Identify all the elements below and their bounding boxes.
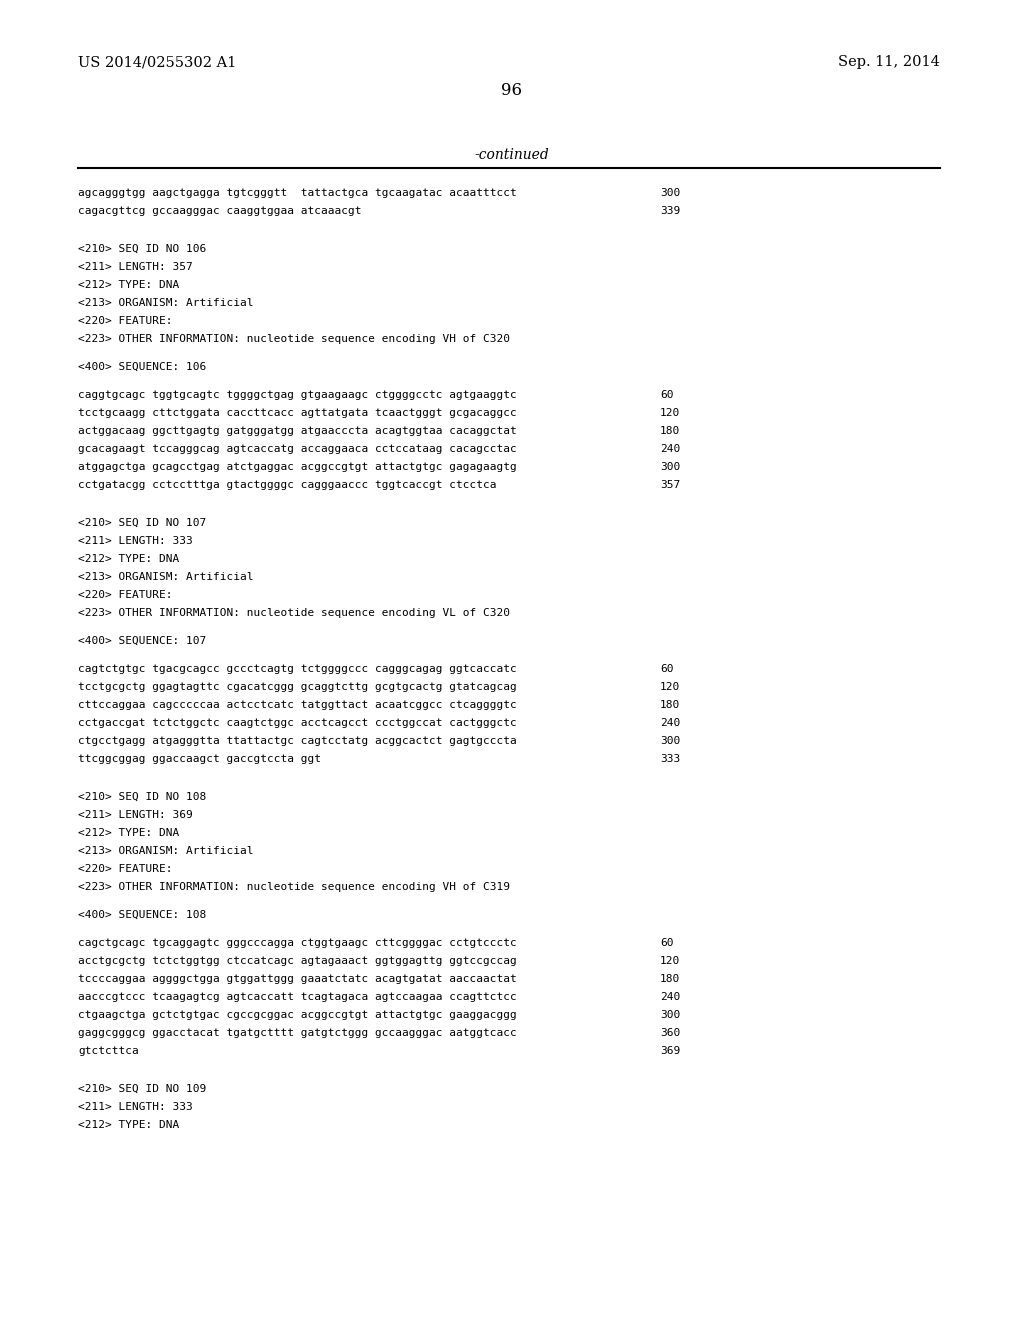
Text: 360: 360 <box>660 1028 680 1038</box>
Text: US 2014/0255302 A1: US 2014/0255302 A1 <box>78 55 237 69</box>
Text: cagacgttcg gccaagggac caaggtggaa atcaaacgt: cagacgttcg gccaagggac caaggtggaa atcaaac… <box>78 206 361 216</box>
Text: tcctgcaagg cttctggata caccttcacc agttatgata tcaactgggt gcgacaggcc: tcctgcaagg cttctggata caccttcacc agttatg… <box>78 408 517 418</box>
Text: <213> ORGANISM: Artificial: <213> ORGANISM: Artificial <box>78 846 254 855</box>
Text: tccccaggaa aggggctgga gtggattggg gaaatctatc acagtgatat aaccaactat: tccccaggaa aggggctgga gtggattggg gaaatct… <box>78 974 517 983</box>
Text: <220> FEATURE:: <220> FEATURE: <box>78 315 172 326</box>
Text: <210> SEQ ID NO 107: <210> SEQ ID NO 107 <box>78 517 206 528</box>
Text: cctgatacgg cctcctttga gtactggggc cagggaaccc tggtcaccgt ctcctca: cctgatacgg cctcctttga gtactggggc cagggaa… <box>78 480 497 490</box>
Text: 333: 333 <box>660 754 680 764</box>
Text: 300: 300 <box>660 187 680 198</box>
Text: <223> OTHER INFORMATION: nucleotide sequence encoding VH of C319: <223> OTHER INFORMATION: nucleotide sequ… <box>78 882 510 892</box>
Text: cagctgcagc tgcaggagtc gggcccagga ctggtgaagc cttcggggac cctgtccctc: cagctgcagc tgcaggagtc gggcccagga ctggtga… <box>78 939 517 948</box>
Text: 180: 180 <box>660 700 680 710</box>
Text: ctgaagctga gctctgtgac cgccgcggac acggccgtgt attactgtgc gaaggacggg: ctgaagctga gctctgtgac cgccgcggac acggccg… <box>78 1010 517 1020</box>
Text: <212> TYPE: DNA: <212> TYPE: DNA <box>78 828 179 838</box>
Text: 60: 60 <box>660 389 674 400</box>
Text: <210> SEQ ID NO 109: <210> SEQ ID NO 109 <box>78 1084 206 1094</box>
Text: 60: 60 <box>660 664 674 675</box>
Text: caggtgcagc tggtgcagtc tggggctgag gtgaagaagc ctggggcctc agtgaaggtc: caggtgcagc tggtgcagtc tggggctgag gtgaaga… <box>78 389 517 400</box>
Text: 240: 240 <box>660 444 680 454</box>
Text: <212> TYPE: DNA: <212> TYPE: DNA <box>78 1119 179 1130</box>
Text: <210> SEQ ID NO 108: <210> SEQ ID NO 108 <box>78 792 206 803</box>
Text: acctgcgctg tctctggtgg ctccatcagc agtagaaact ggtggagttg ggtccgccag: acctgcgctg tctctggtgg ctccatcagc agtagaa… <box>78 956 517 966</box>
Text: <223> OTHER INFORMATION: nucleotide sequence encoding VL of C320: <223> OTHER INFORMATION: nucleotide sequ… <box>78 609 510 618</box>
Text: <212> TYPE: DNA: <212> TYPE: DNA <box>78 280 179 290</box>
Text: 339: 339 <box>660 206 680 216</box>
Text: 120: 120 <box>660 408 680 418</box>
Text: <211> LENGTH: 357: <211> LENGTH: 357 <box>78 261 193 272</box>
Text: tcctgcgctg ggagtagttc cgacatcggg gcaggtcttg gcgtgcactg gtatcagcag: tcctgcgctg ggagtagttc cgacatcggg gcaggtc… <box>78 682 517 692</box>
Text: 300: 300 <box>660 737 680 746</box>
Text: 300: 300 <box>660 462 680 473</box>
Text: <212> TYPE: DNA: <212> TYPE: DNA <box>78 554 179 564</box>
Text: <400> SEQUENCE: 107: <400> SEQUENCE: 107 <box>78 636 206 645</box>
Text: 96: 96 <box>502 82 522 99</box>
Text: 369: 369 <box>660 1045 680 1056</box>
Text: 300: 300 <box>660 1010 680 1020</box>
Text: <223> OTHER INFORMATION: nucleotide sequence encoding VH of C320: <223> OTHER INFORMATION: nucleotide sequ… <box>78 334 510 345</box>
Text: actggacaag ggcttgagtg gatgggatgg atgaacccta acagtggtaa cacaggctat: actggacaag ggcttgagtg gatgggatgg atgaacc… <box>78 426 517 436</box>
Text: ttcggcggag ggaccaagct gaccgtccta ggt: ttcggcggag ggaccaagct gaccgtccta ggt <box>78 754 321 764</box>
Text: cagtctgtgc tgacgcagcc gccctcagtg tctggggccc cagggcagag ggtcaccatc: cagtctgtgc tgacgcagcc gccctcagtg tctgggg… <box>78 664 517 675</box>
Text: 240: 240 <box>660 718 680 729</box>
Text: cctgaccgat tctctggctc caagtctggc acctcagcct ccctggccat cactgggctc: cctgaccgat tctctggctc caagtctggc acctcag… <box>78 718 517 729</box>
Text: <213> ORGANISM: Artificial: <213> ORGANISM: Artificial <box>78 572 254 582</box>
Text: gcacagaagt tccagggcag agtcaccatg accaggaaca cctccataag cacagcctac: gcacagaagt tccagggcag agtcaccatg accagga… <box>78 444 517 454</box>
Text: <211> LENGTH: 369: <211> LENGTH: 369 <box>78 810 193 820</box>
Text: 180: 180 <box>660 426 680 436</box>
Text: 120: 120 <box>660 956 680 966</box>
Text: 120: 120 <box>660 682 680 692</box>
Text: <400> SEQUENCE: 108: <400> SEQUENCE: 108 <box>78 909 206 920</box>
Text: cttccaggaa cagcccccaa actcctcatc tatggttact acaatcggcc ctcaggggtc: cttccaggaa cagcccccaa actcctcatc tatggtt… <box>78 700 517 710</box>
Text: <400> SEQUENCE: 106: <400> SEQUENCE: 106 <box>78 362 206 372</box>
Text: atggagctga gcagcctgag atctgaggac acggccgtgt attactgtgc gagagaagtg: atggagctga gcagcctgag atctgaggac acggccg… <box>78 462 517 473</box>
Text: <220> FEATURE:: <220> FEATURE: <box>78 865 172 874</box>
Text: aacccgtccc tcaagagtcg agtcaccatt tcagtagaca agtccaagaa ccagttctcc: aacccgtccc tcaagagtcg agtcaccatt tcagtag… <box>78 993 517 1002</box>
Text: agcagggtgg aagctgagga tgtcgggtt  tattactgca tgcaagatac acaatttcct: agcagggtgg aagctgagga tgtcgggtt tattactg… <box>78 187 517 198</box>
Text: <213> ORGANISM: Artificial: <213> ORGANISM: Artificial <box>78 298 254 308</box>
Text: Sep. 11, 2014: Sep. 11, 2014 <box>838 55 940 69</box>
Text: <220> FEATURE:: <220> FEATURE: <box>78 590 172 601</box>
Text: gtctcttca: gtctcttca <box>78 1045 138 1056</box>
Text: 60: 60 <box>660 939 674 948</box>
Text: gaggcgggcg ggacctacat tgatgctttt gatgtctggg gccaagggac aatggtcacc: gaggcgggcg ggacctacat tgatgctttt gatgtct… <box>78 1028 517 1038</box>
Text: ctgcctgagg atgagggtta ttattactgc cagtcctatg acggcactct gagtgcccta: ctgcctgagg atgagggtta ttattactgc cagtcct… <box>78 737 517 746</box>
Text: <210> SEQ ID NO 106: <210> SEQ ID NO 106 <box>78 244 206 253</box>
Text: 240: 240 <box>660 993 680 1002</box>
Text: -continued: -continued <box>475 148 549 162</box>
Text: <211> LENGTH: 333: <211> LENGTH: 333 <box>78 1102 193 1111</box>
Text: 357: 357 <box>660 480 680 490</box>
Text: <211> LENGTH: 333: <211> LENGTH: 333 <box>78 536 193 546</box>
Text: 180: 180 <box>660 974 680 983</box>
